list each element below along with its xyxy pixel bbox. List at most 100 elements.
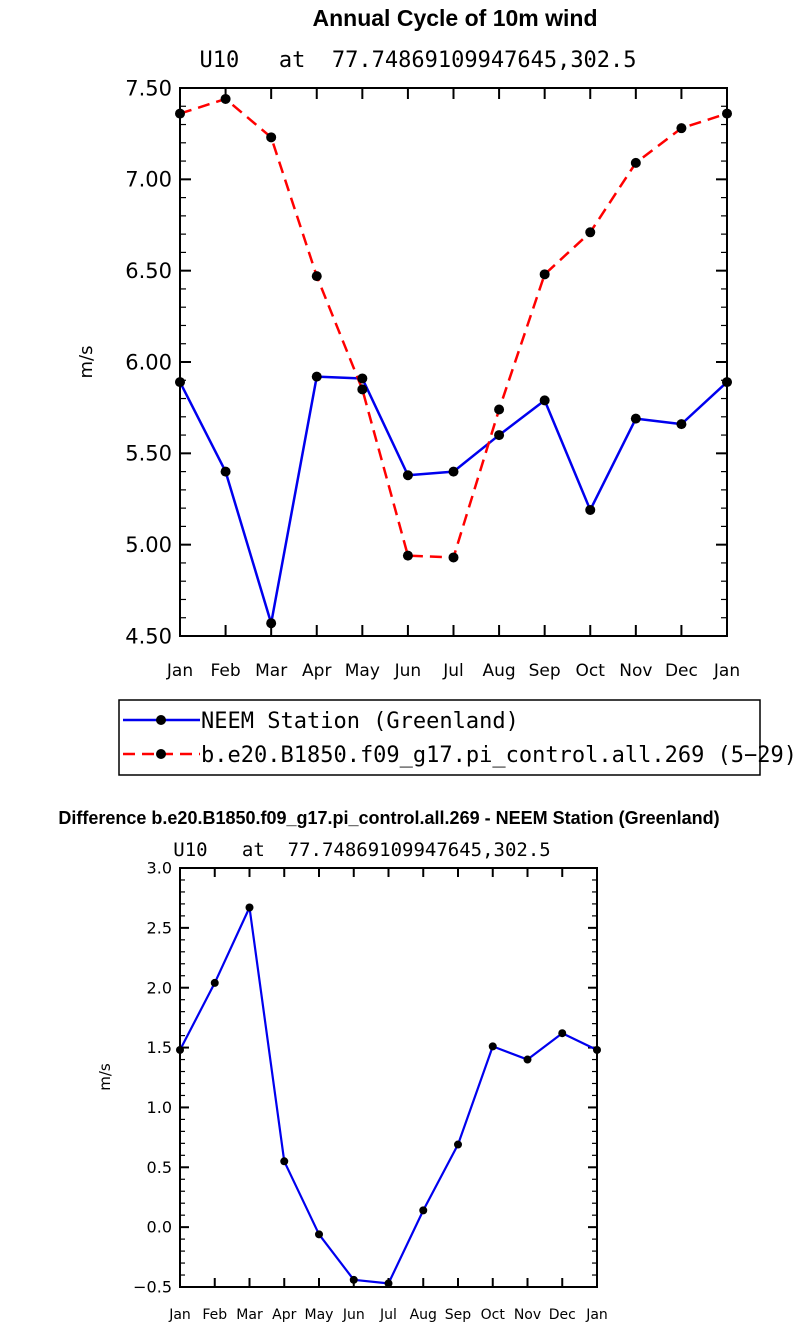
- x-tick-label: Apr: [272, 1307, 296, 1323]
- series-line-1: [178, 375, 728, 625]
- chart1-legend: NEEM Station (Greenland) b.e20.B1850.f09…: [118, 699, 795, 776]
- y-tick-label: 5.00: [125, 533, 172, 557]
- x-tick-label: May: [305, 1307, 334, 1323]
- x-tick-label: Jan: [166, 661, 193, 681]
- data-point: [722, 108, 732, 119]
- data-point: [210, 978, 219, 987]
- x-tick-label: Dec: [665, 661, 698, 681]
- data-point: [266, 132, 277, 143]
- x-tick-label: Sep: [445, 1307, 472, 1323]
- data-point: [357, 373, 368, 384]
- data-point: [175, 377, 185, 388]
- data-point: [494, 430, 505, 441]
- data-point: [280, 1157, 289, 1166]
- data-point: [488, 1042, 497, 1051]
- data-point: [419, 1206, 428, 1215]
- x-tick-label: Oct: [576, 661, 606, 681]
- chart2-plot-frame: [179, 867, 598, 1288]
- data-point: [311, 371, 322, 382]
- data-point: [384, 1279, 393, 1288]
- data-point: [539, 395, 550, 406]
- data-point: [448, 552, 459, 563]
- x-tick-label: Aug: [482, 661, 515, 681]
- y-tick-label: 1.5: [147, 1038, 172, 1057]
- y-tick-label: 2.5: [147, 918, 172, 937]
- data-point: [722, 377, 732, 388]
- data-point: [266, 618, 277, 629]
- x-tick-label: Dec: [549, 1307, 576, 1323]
- data-point: [630, 413, 641, 424]
- data-point: [630, 157, 641, 168]
- y-tick-label: 6.50: [125, 259, 172, 283]
- x-tick-label: Jul: [379, 1307, 397, 1323]
- chart1-title: Annual Cycle of 10m wind: [313, 5, 598, 31]
- y-tick-label: 3.0: [147, 859, 172, 878]
- data-point: [558, 1029, 567, 1038]
- series-line-2: [179, 97, 728, 559]
- x-tick-label: Jan: [168, 1307, 191, 1323]
- chart2-subtitle: U10 at 77.74869109947645,302.5: [173, 839, 551, 861]
- y-tick-label: 0.5: [147, 1158, 172, 1177]
- y-tick-label: 5.50: [125, 442, 172, 466]
- x-tick-label: Mar: [236, 1307, 263, 1323]
- chart1-x-ticks: Jan Feb Mar Apr May Jun Jul Aug Sep Oct Nov Dec Jan: [166, 88, 740, 681]
- x-tick-label: Jan: [585, 1307, 608, 1323]
- legend-box: [118, 699, 761, 776]
- x-tick-label: Oct: [481, 1307, 506, 1323]
- series-line-1: [179, 906, 598, 1285]
- y-tick-label: 6.00: [125, 350, 172, 374]
- chart2-ylabel: m/s: [96, 1063, 114, 1091]
- data-point: [676, 419, 687, 430]
- data-point: [220, 93, 231, 104]
- y-tick-label: 1.0: [147, 1098, 172, 1117]
- x-tick-label: Apr: [302, 661, 331, 681]
- data-point: [349, 1275, 358, 1284]
- x-tick-label: Jul: [442, 661, 464, 681]
- difference-chart: Difference b.e20.B1850.f09_g17.pi_contro…: [58, 808, 719, 1323]
- data-point: [311, 271, 322, 282]
- data-point: [585, 227, 596, 238]
- x-tick-label: Jun: [342, 1307, 365, 1323]
- legend-marker-model: [156, 749, 166, 759]
- chart2-series-layer: [176, 903, 601, 1288]
- data-point: [539, 269, 550, 280]
- x-tick-label: Sep: [529, 661, 561, 681]
- legend-label-neem: NEEM Station (Greenland): [201, 709, 519, 734]
- data-point: [315, 1230, 323, 1239]
- x-tick-label: Nov: [619, 661, 652, 681]
- x-tick-label: Feb: [202, 1307, 227, 1323]
- chart1-subtitle: U10 at 77.74869109947645,302.5: [199, 48, 636, 73]
- data-point: [402, 550, 413, 561]
- x-tick-label: Jan: [713, 661, 740, 681]
- data-point: [402, 470, 413, 481]
- x-tick-label: Mar: [255, 661, 287, 681]
- chart1-y-ticks: 4.50 5.00 5.50 6.00 6.50 7.00 7.50: [125, 76, 727, 648]
- annual-cycle-chart: Annual Cycle of 10m wind U10 at 77.74869…: [76, 5, 740, 681]
- data-point: [523, 1055, 532, 1064]
- legend-marker-neem: [156, 715, 166, 725]
- x-tick-label: Feb: [211, 661, 241, 681]
- data-point: [357, 384, 368, 395]
- x-tick-label: Aug: [410, 1307, 437, 1323]
- data-point: [585, 504, 596, 515]
- data-point: [676, 123, 687, 134]
- data-point: [220, 466, 231, 477]
- chart2-y-ticks: −0.5 0.0 0.5 1.0 1.5 2.0 2.5 3.0: [133, 859, 597, 1297]
- data-point: [454, 1140, 462, 1149]
- x-tick-label: Nov: [514, 1307, 541, 1323]
- data-point: [245, 903, 254, 912]
- y-tick-label: 7.50: [125, 76, 172, 100]
- y-tick-label: 0.0: [147, 1218, 172, 1237]
- chart1-series-layer: [175, 93, 732, 629]
- chart2-title: Difference b.e20.B1850.f09_g17.pi_contro…: [58, 808, 719, 828]
- y-tick-label: 7.00: [125, 168, 172, 192]
- chart2-x-ticks: Jan Feb Mar Apr May Jun Jul Aug Sep Oct Nov Dec Jan: [168, 868, 608, 1323]
- y-tick-label: 2.0: [147, 978, 172, 997]
- data-point: [593, 1045, 601, 1054]
- chart1-ylabel: m/s: [76, 346, 97, 379]
- data-point: [494, 404, 505, 415]
- legend-label-model: b.e20.B1850.f09_g17.pi_control.all.269 (…: [201, 743, 795, 768]
- data-point: [175, 108, 185, 119]
- y-tick-label: 4.50: [125, 624, 172, 648]
